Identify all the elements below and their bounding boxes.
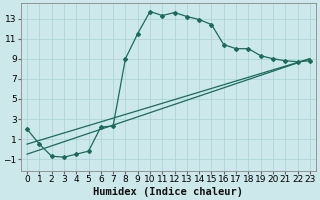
X-axis label: Humidex (Indice chaleur): Humidex (Indice chaleur) [93,186,244,197]
